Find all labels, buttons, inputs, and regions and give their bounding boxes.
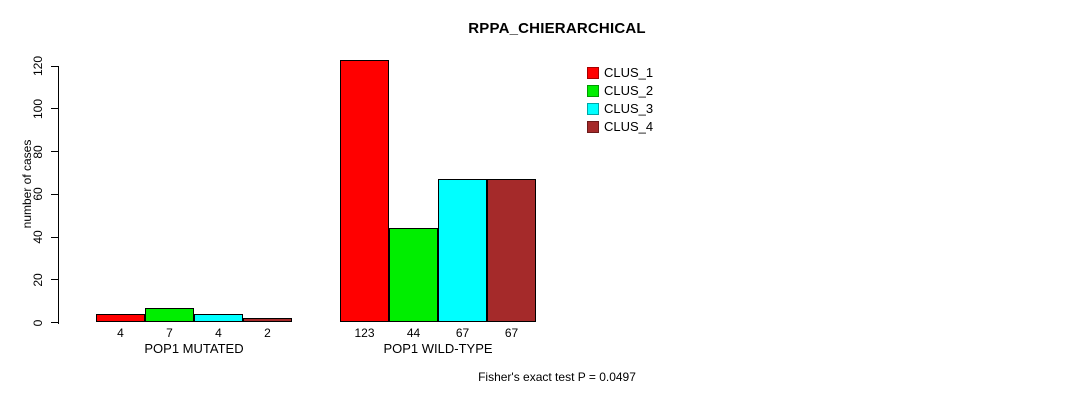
y-axis-tick bbox=[51, 322, 58, 323]
bar-clus_1 bbox=[340, 59, 389, 323]
bar-value-label: 67 bbox=[455, 326, 470, 340]
y-axis-tick-label: 100 bbox=[31, 98, 45, 119]
y-axis-tick bbox=[51, 279, 58, 281]
y-axis-tick-label: 20 bbox=[31, 273, 45, 287]
y-axis-tick bbox=[51, 108, 58, 110]
bar-value-label: 123 bbox=[354, 326, 375, 340]
legend-label-clus_4: CLUS_4 bbox=[604, 119, 654, 134]
y-axis-tick bbox=[51, 193, 58, 195]
legend-swatch-clus_1 bbox=[587, 67, 599, 79]
y-axis-tick-label: 80 bbox=[31, 144, 45, 159]
bar-value-label: 67 bbox=[504, 326, 519, 340]
y-axis-tick bbox=[51, 65, 58, 67]
bar-value-label: 44 bbox=[406, 326, 421, 340]
y-axis-tick-label: 120 bbox=[31, 55, 45, 77]
y-axis-line bbox=[58, 66, 59, 324]
legend-swatch-clus_3 bbox=[587, 103, 599, 115]
fisher-test-annotation: Fisher's exact test P = 0.0497 bbox=[478, 370, 636, 384]
y-axis-tick-label: 60 bbox=[31, 187, 45, 201]
legend-swatch-clus_4 bbox=[587, 121, 599, 133]
x-axis-group-label: POP1 MUTATED bbox=[144, 341, 244, 356]
y-axis-tick bbox=[51, 151, 58, 152]
bar-clus_3 bbox=[438, 179, 487, 323]
y-axis-tick-label: 40 bbox=[31, 230, 45, 244]
bar-clus_2 bbox=[145, 307, 194, 323]
bar-clus_1 bbox=[96, 313, 145, 323]
legend-label-clus_3: CLUS_3 bbox=[604, 101, 654, 116]
bar-clus_4 bbox=[487, 179, 536, 323]
bar-value-label: 4 bbox=[215, 326, 222, 340]
bar-value-label: 4 bbox=[117, 326, 124, 340]
x-axis-group-label: POP1 WILD-TYPE bbox=[383, 341, 493, 356]
bar-value-label: 2 bbox=[264, 326, 271, 340]
bar-clus_4 bbox=[243, 318, 292, 323]
bar-clus_3 bbox=[194, 313, 243, 323]
bar-clus_2 bbox=[389, 228, 438, 323]
legend-label-clus_1: CLUS_1 bbox=[604, 65, 654, 80]
y-axis-tick-label: 0 bbox=[31, 319, 45, 326]
bar-value-label: 7 bbox=[166, 326, 173, 340]
legend-swatch-clus_2 bbox=[587, 85, 599, 97]
legend-label-clus_2: CLUS_2 bbox=[604, 83, 654, 98]
y-axis-tick bbox=[51, 236, 58, 238]
chart-title: RPPA_CHIERARCHICAL bbox=[468, 20, 646, 37]
